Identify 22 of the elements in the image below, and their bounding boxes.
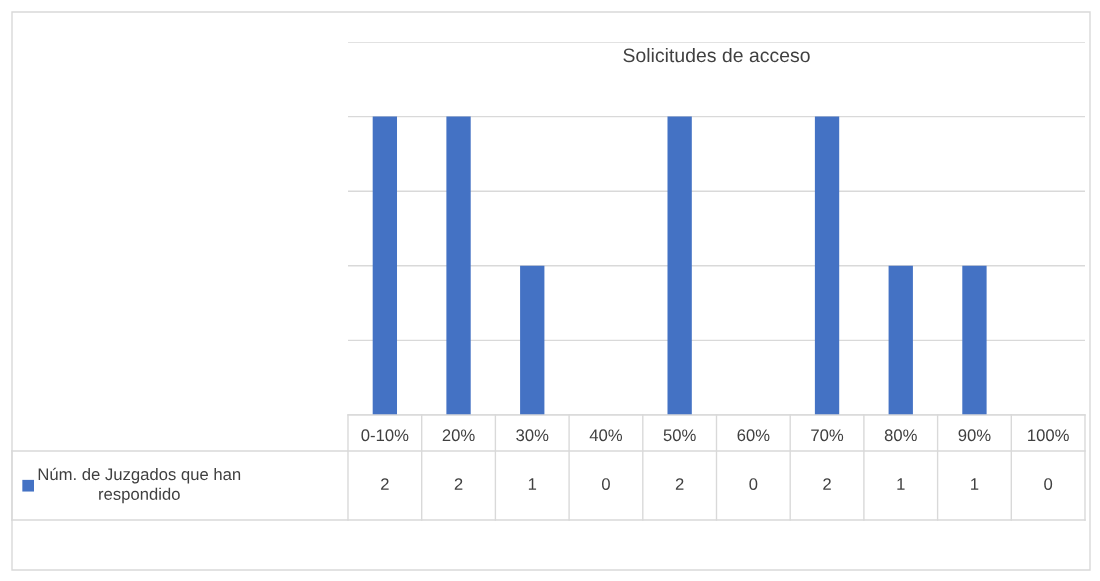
x-tick-label: 90% — [958, 429, 991, 442]
x-tick-label: 70% — [811, 429, 844, 442]
legend-label: Núm. de Juzgados que han respondido — [38, 467, 241, 504]
x-tick-label: 30% — [516, 429, 549, 442]
x-tick-label: 0-10% — [361, 429, 409, 442]
data-label: 1 — [971, 478, 979, 490]
x-tick-label: 20% — [442, 429, 475, 442]
data-label: 2 — [454, 478, 463, 490]
chart-title: Solicitudes de acceso — [623, 47, 810, 63]
data-label: 2 — [675, 478, 684, 490]
x-tick-label: 50% — [663, 429, 696, 442]
data-label: 0 — [601, 478, 610, 490]
data-label: 2 — [823, 478, 831, 490]
x-tick-label: 60% — [737, 429, 770, 442]
data-label: 0 — [749, 478, 758, 490]
data-label: 1 — [528, 478, 537, 490]
data-label: 1 — [897, 478, 905, 490]
data-label: 2 — [381, 478, 389, 490]
x-tick-label: 40% — [589, 429, 623, 442]
data-label: 0 — [1044, 478, 1053, 490]
x-tick-label: 80% — [884, 429, 917, 442]
x-tick-label: 100% — [1028, 429, 1069, 442]
